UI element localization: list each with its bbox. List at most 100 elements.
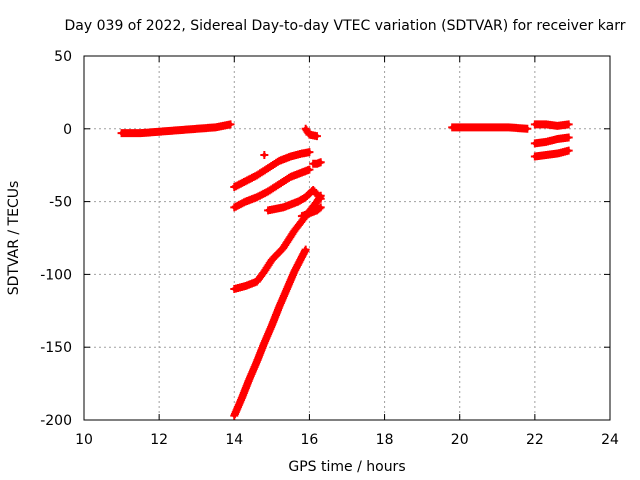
- data-point: [243, 284, 248, 289]
- data-point: [532, 122, 537, 127]
- data-point: [544, 139, 549, 144]
- data-point: [318, 160, 323, 165]
- series-track-h: [260, 151, 269, 160]
- plot-frame: [83, 55, 611, 421]
- y-tick-label: 50: [54, 49, 72, 65]
- y-tick-label: 0: [63, 122, 72, 138]
- y-axis-label: SDTVAR / TECUs: [6, 181, 22, 296]
- series-track-i: [301, 124, 321, 141]
- data-point: [311, 187, 316, 192]
- x-tick-label: 18: [376, 432, 394, 448]
- data-point: [243, 199, 248, 204]
- series-track-l: [530, 120, 573, 130]
- data-point: [232, 185, 237, 190]
- data-point: [566, 135, 571, 140]
- data-point: [566, 148, 571, 153]
- data-point: [262, 153, 267, 158]
- data-point: [213, 125, 218, 130]
- y-tick-label: -100: [40, 267, 72, 283]
- data-point: [269, 257, 274, 262]
- data-point: [296, 199, 301, 204]
- series-track-n: [530, 146, 573, 161]
- series-markers: [301, 124, 321, 141]
- data-point: [239, 396, 244, 401]
- data-point: [266, 208, 271, 213]
- data-point: [532, 141, 537, 146]
- data-point: [314, 199, 319, 204]
- data-point: [254, 359, 259, 364]
- x-tick-label: 14: [225, 432, 243, 448]
- data-point: [254, 173, 259, 178]
- x-tick-label: 20: [451, 432, 469, 448]
- data-point: [277, 304, 282, 309]
- data-point: [273, 206, 278, 211]
- data-point: [277, 158, 282, 163]
- points-layer: [117, 120, 573, 420]
- data-point: [288, 154, 293, 159]
- x-tick-label: 10: [75, 432, 93, 448]
- data-point: [243, 179, 248, 184]
- ticks-layer: 10 12 14 16 18 20 22 24 -200 -150 -100 -50 0 50: [40, 49, 619, 448]
- data-point: [555, 136, 560, 141]
- data-point: [566, 122, 571, 127]
- data-point: [314, 208, 319, 213]
- data-point: [262, 340, 267, 345]
- series-markers: [530, 120, 573, 130]
- x-tick-label: 16: [301, 432, 319, 448]
- data-point: [284, 286, 289, 291]
- data-point: [299, 254, 304, 259]
- data-point: [311, 161, 316, 166]
- data-point: [544, 153, 549, 158]
- series-track-k: [448, 123, 532, 133]
- data-point: [157, 129, 162, 134]
- data-point: [299, 170, 304, 175]
- x-tick-label: 22: [526, 432, 544, 448]
- data-point: [303, 214, 308, 219]
- data-point: [175, 128, 180, 133]
- data-point: [281, 246, 286, 251]
- x-axis-label: GPS time / hours: [288, 459, 405, 475]
- data-point: [299, 151, 304, 156]
- data-point: [194, 126, 199, 131]
- data-point: [228, 122, 233, 127]
- series-track-f: [230, 191, 325, 293]
- data-point: [254, 279, 259, 284]
- data-point: [269, 323, 274, 328]
- data-point: [303, 195, 308, 200]
- x-tick-label: 12: [150, 432, 168, 448]
- data-point: [307, 167, 312, 172]
- data-point: [487, 125, 492, 130]
- data-point: [254, 195, 259, 200]
- data-point: [232, 205, 237, 210]
- series-track-a: [117, 120, 235, 138]
- x-tick-label: 24: [601, 432, 619, 448]
- data-point: [266, 189, 271, 194]
- grid-layer: [84, 56, 610, 420]
- series-track-m: [530, 133, 573, 148]
- data-point: [266, 166, 271, 171]
- series-track-j: [309, 158, 325, 168]
- data-point: [232, 413, 237, 418]
- data-point: [314, 161, 319, 166]
- data-point: [288, 202, 293, 207]
- series-track-d: [264, 185, 325, 215]
- data-point: [303, 247, 308, 252]
- data-point: [232, 286, 237, 291]
- data-point: [247, 377, 252, 382]
- data-point: [468, 125, 473, 130]
- data-point: [555, 123, 560, 128]
- y-tick-label: -50: [49, 195, 72, 211]
- y-tick-label: -150: [40, 340, 72, 356]
- series-markers: [230, 245, 310, 420]
- series-track-b: [230, 148, 314, 192]
- data-point: [525, 126, 530, 131]
- data-point: [532, 154, 537, 159]
- data-point: [307, 150, 312, 155]
- data-point: [288, 174, 293, 179]
- series-markers: [530, 133, 573, 148]
- data-point: [277, 182, 282, 187]
- data-point: [555, 151, 560, 156]
- data-point: [307, 132, 312, 137]
- data-point: [318, 193, 323, 198]
